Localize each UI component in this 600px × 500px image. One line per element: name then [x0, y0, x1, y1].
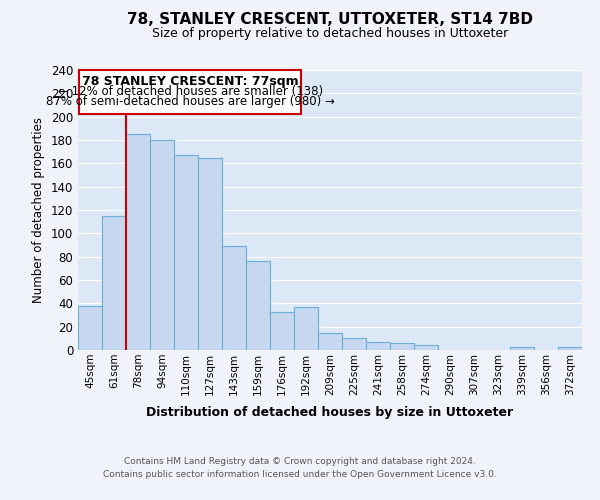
FancyBboxPatch shape [79, 70, 301, 114]
Text: Contains public sector information licensed under the Open Government Licence v3: Contains public sector information licen… [103, 470, 497, 479]
Bar [390, 343, 414, 350]
Y-axis label: Number of detached properties: Number of detached properties [32, 117, 45, 303]
Bar [198, 158, 222, 350]
Bar [246, 262, 270, 350]
Bar [126, 134, 150, 350]
Bar [174, 155, 198, 350]
Bar [78, 306, 102, 350]
Text: 78 STANLEY CRESCENT: 77sqm: 78 STANLEY CRESCENT: 77sqm [82, 74, 299, 88]
Bar [558, 346, 582, 350]
Text: 78, STANLEY CRESCENT, UTTOXETER, ST14 7BD: 78, STANLEY CRESCENT, UTTOXETER, ST14 7B… [127, 12, 533, 28]
Text: ← 12% of detached houses are smaller (138): ← 12% of detached houses are smaller (13… [58, 85, 323, 98]
Bar [270, 312, 294, 350]
Text: 87% of semi-detached houses are larger (980) →: 87% of semi-detached houses are larger (… [46, 94, 335, 108]
Bar [294, 307, 318, 350]
Bar [414, 346, 438, 350]
Text: Distribution of detached houses by size in Uttoxeter: Distribution of detached houses by size … [146, 406, 514, 419]
Text: Contains HM Land Registry data © Crown copyright and database right 2024.: Contains HM Land Registry data © Crown c… [124, 457, 476, 466]
Bar [342, 338, 366, 350]
Bar [150, 140, 174, 350]
Bar [366, 342, 390, 350]
Text: Size of property relative to detached houses in Uttoxeter: Size of property relative to detached ho… [152, 28, 508, 40]
Bar [222, 246, 246, 350]
Bar [510, 346, 534, 350]
Bar [102, 216, 126, 350]
Bar [318, 332, 342, 350]
